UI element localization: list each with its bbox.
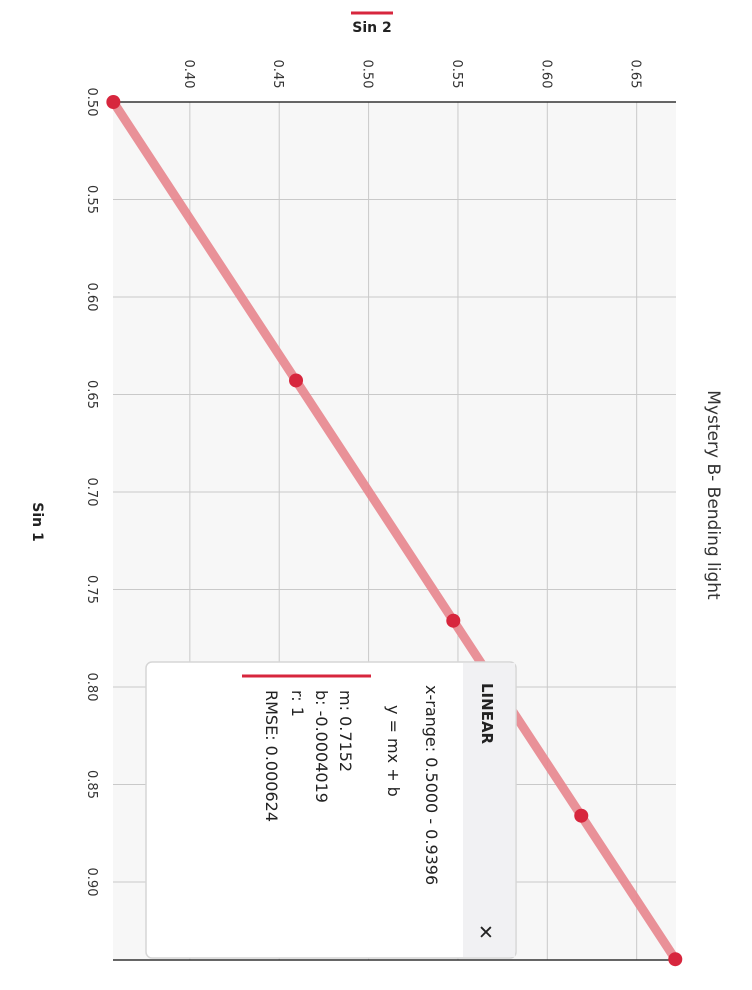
x-tick-label: 0.60	[84, 283, 99, 312]
data-point[interactable]	[289, 373, 304, 388]
x-axis-title: Sin 1	[29, 502, 45, 541]
fit-r: r: 1	[288, 690, 307, 717]
fit-slope: m: 0.7152	[336, 690, 355, 772]
x-tick-label: 0.65	[84, 380, 99, 409]
fit-panel[interactable]: LINEAR ✕ x-range: 0.5000 - 0.9396 y = mx…	[145, 661, 517, 959]
data-point[interactable]	[668, 952, 683, 967]
x-tick-label: 0.85	[84, 770, 99, 799]
x-tick-label: 0.55	[84, 185, 99, 214]
data-point[interactable]	[446, 613, 461, 628]
fit-panel-title: LINEAR	[478, 683, 496, 745]
x-axis-title-box: Sin 1	[18, 470, 62, 574]
data-point[interactable]	[106, 95, 121, 109]
y-tick-label: 0.65	[628, 60, 643, 89]
data-points	[106, 95, 683, 967]
fit-intercept: b: -0.0004019	[312, 690, 331, 803]
fit-x-range: x-range: 0.5000 - 0.9396	[422, 685, 441, 885]
tick-labels: 0.50 0.55 0.60 0.65 0.70 0.75 0.80 0.85 0.90 0.40…	[84, 60, 643, 897]
x-tick-label: 0.50	[84, 88, 99, 117]
fit-equation: y = mx + b	[384, 705, 403, 797]
legend: Sin 2	[351, 11, 393, 36]
axes	[113, 101, 676, 961]
fit-panel-header	[463, 663, 515, 957]
chart-title: Mystery B- Bending light	[703, 390, 723, 600]
x-tick-label: 0.75	[84, 575, 99, 604]
x-tick-label: 0.80	[84, 673, 99, 702]
fit-rmse: RMSE: 0.000624	[262, 690, 281, 822]
x-tick-label: 0.90	[84, 868, 99, 897]
y-tick-label: 0.55	[449, 60, 464, 89]
y-tick-label: 0.45	[270, 60, 285, 89]
close-icon[interactable]: ✕	[474, 924, 496, 940]
y-tick-label: 0.50	[360, 60, 375, 89]
legend-label: Sin 2	[352, 20, 391, 36]
data-point[interactable]	[574, 808, 589, 823]
y-tick-label: 0.60	[538, 60, 553, 89]
y-tick-label: 0.40	[181, 60, 196, 89]
x-tick-label: 0.70	[84, 478, 99, 507]
